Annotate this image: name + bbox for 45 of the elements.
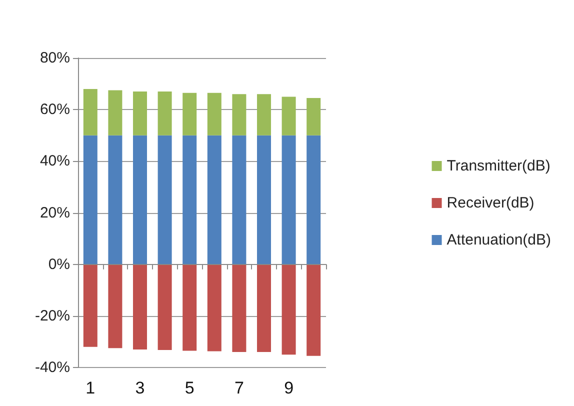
legend-label: Attenuation(dB) bbox=[446, 232, 552, 248]
bar bbox=[83, 88, 98, 136]
x-tick-label: 3 bbox=[135, 378, 145, 398]
bar bbox=[108, 135, 122, 264]
bar bbox=[83, 135, 98, 264]
bar bbox=[257, 135, 271, 264]
x-tick-label: 7 bbox=[234, 378, 244, 398]
x-tick-label: 9 bbox=[284, 378, 294, 398]
bar bbox=[108, 264, 122, 348]
bar bbox=[232, 94, 246, 136]
y-tick-label: -20% bbox=[34, 307, 70, 324]
bar bbox=[232, 264, 246, 352]
bar bbox=[108, 90, 122, 136]
bar bbox=[182, 92, 197, 136]
x-tick-label: 5 bbox=[184, 378, 194, 398]
y-tick-label: 80% bbox=[40, 50, 70, 66]
bar bbox=[282, 96, 296, 136]
bar bbox=[133, 135, 147, 264]
bar bbox=[306, 264, 321, 356]
legend-label: Transmitter(dB) bbox=[446, 158, 550, 174]
y-tick-label: 20% bbox=[40, 204, 70, 222]
bar bbox=[257, 264, 271, 352]
bar bbox=[282, 264, 296, 355]
y-tick-label: 0% bbox=[48, 256, 70, 273]
bar bbox=[232, 135, 246, 264]
y-tick-label: 60% bbox=[40, 101, 70, 118]
bar bbox=[158, 92, 172, 136]
bar bbox=[282, 135, 296, 264]
bar bbox=[83, 264, 98, 347]
legend-label: Receiver(dB) bbox=[446, 194, 534, 212]
x-tick-label: 1 bbox=[86, 378, 96, 398]
bar bbox=[306, 135, 321, 264]
bar bbox=[133, 264, 147, 350]
bar bbox=[207, 264, 222, 352]
bar bbox=[257, 94, 271, 136]
bar bbox=[182, 135, 197, 264]
bar bbox=[306, 98, 321, 136]
y-tick-label: 40% bbox=[40, 152, 70, 170]
bar bbox=[133, 92, 147, 136]
bar bbox=[158, 264, 172, 350]
y-tick-label: -40% bbox=[34, 359, 70, 376]
bar bbox=[207, 92, 222, 136]
bar bbox=[207, 135, 222, 264]
bar bbox=[158, 135, 172, 264]
bar bbox=[182, 264, 197, 351]
